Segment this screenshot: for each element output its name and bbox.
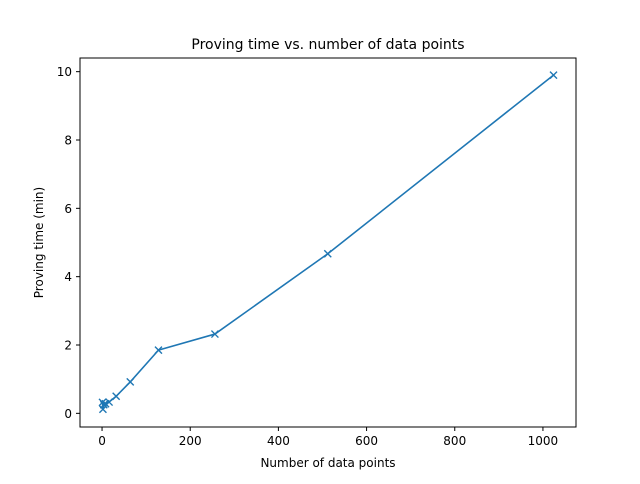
data-point-marker bbox=[154, 346, 163, 355]
y-axis-label: Proving time (min) bbox=[32, 187, 46, 298]
x-tick-label: 800 bbox=[443, 434, 466, 448]
y-tick-label: 0 bbox=[64, 407, 72, 421]
plot-area-frame bbox=[79, 57, 577, 428]
data-point-marker bbox=[549, 71, 558, 80]
x-tick-label: 600 bbox=[355, 434, 378, 448]
x-tick-label: 200 bbox=[179, 434, 202, 448]
y-tick-label: 10 bbox=[57, 65, 72, 79]
y-tick-label: 6 bbox=[64, 202, 72, 216]
x-tick-label: 0 bbox=[98, 434, 106, 448]
data-point-marker bbox=[126, 377, 135, 386]
y-tick-label: 4 bbox=[64, 270, 72, 284]
y-axis: 0 2 4 6 8 10 bbox=[57, 65, 80, 421]
series-layer bbox=[98, 71, 558, 414]
y-tick-label: 2 bbox=[64, 339, 72, 353]
chart-title: Proving time vs. number of data points bbox=[191, 37, 464, 53]
y-tick-label: 8 bbox=[64, 134, 72, 148]
data-point-marker bbox=[112, 392, 121, 401]
data-point-marker bbox=[323, 249, 332, 258]
x-tick-label: 400 bbox=[267, 434, 290, 448]
x-tick-label: 1000 bbox=[528, 434, 559, 448]
x-axis: 0 200 400 600 800 1000 bbox=[98, 427, 558, 448]
data-point-marker bbox=[105, 398, 114, 407]
x-axis-label: Number of data points bbox=[260, 456, 395, 470]
data-point-marker bbox=[210, 330, 219, 339]
